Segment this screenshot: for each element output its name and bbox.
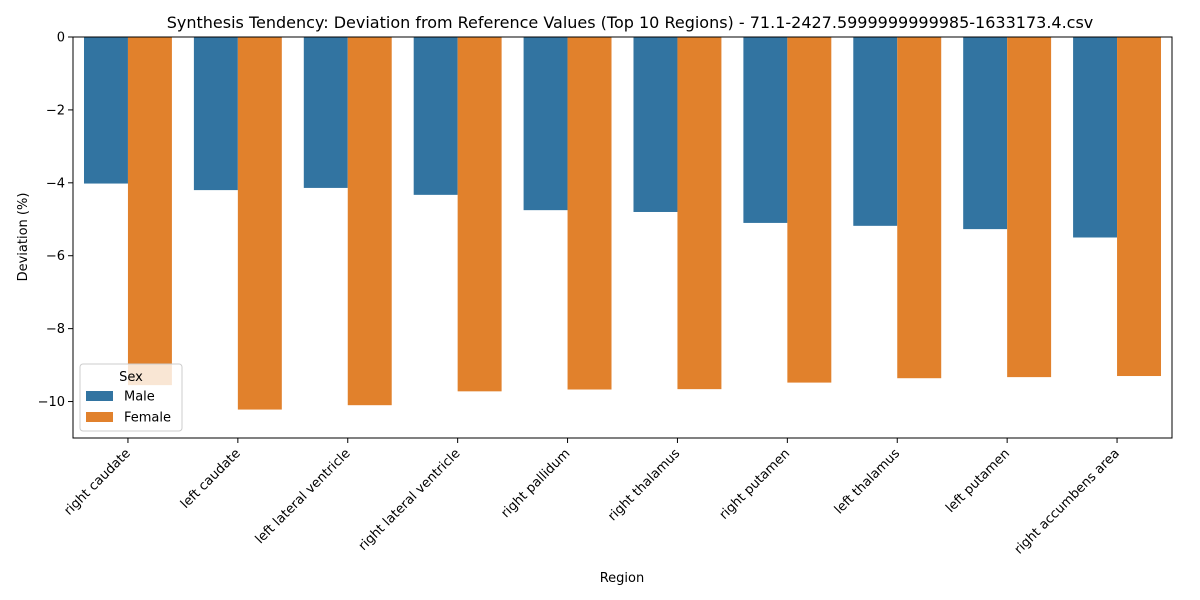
y-tick-label: 0 — [57, 31, 65, 46]
x-tick-label: right putamen — [717, 446, 793, 522]
bar-female-2 — [347, 37, 392, 406]
plot-frame — [72, 36, 1173, 439]
bar-female-6 — [787, 37, 832, 383]
bar-female-9 — [1117, 37, 1162, 377]
bar-male-4 — [523, 37, 568, 211]
bar-male-6 — [743, 37, 788, 223]
legend: Sex Male Female — [79, 363, 183, 432]
legend-swatch-male — [86, 391, 113, 401]
bar-male-3 — [413, 37, 458, 195]
x-tick-label: right thalamus — [605, 446, 683, 524]
bar-female-3 — [457, 37, 502, 392]
y-tick-label: −10 — [38, 395, 65, 410]
x-tick-label: left putamen — [943, 446, 1013, 516]
legend-title: Sex — [119, 370, 143, 385]
bar-female-4 — [567, 37, 612, 390]
bars-layer — [83, 37, 1162, 410]
bar-male-1 — [193, 37, 238, 191]
bar-female-1 — [237, 37, 282, 410]
bar-male-8 — [963, 37, 1008, 230]
x-tick-label: left caudate — [178, 446, 244, 512]
bar-male-9 — [1073, 37, 1118, 238]
legend-label-male: Male — [124, 390, 155, 405]
bar-male-7 — [853, 37, 898, 226]
x-tick-label: right lateral ventricle — [356, 446, 464, 554]
bar-female-5 — [677, 37, 722, 390]
bar-female-0 — [127, 37, 172, 386]
x-tick-label: left thalamus — [832, 446, 903, 517]
y-tick-label: −2 — [46, 103, 65, 118]
y-axis-label: Deviation (%) — [16, 193, 31, 282]
legend-swatch-female — [86, 412, 113, 422]
x-tick-label: right accumbens area — [1012, 446, 1123, 557]
bar-male-0 — [83, 37, 128, 184]
x-tick-label: left lateral ventricle — [253, 446, 354, 547]
x-tick-label: right pallidum — [499, 446, 574, 521]
chart-title: Synthesis Tendency: Deviation from Refer… — [167, 13, 1094, 32]
x-axis-label: Region — [600, 571, 645, 586]
bar-male-2 — [303, 37, 348, 188]
y-tick-label: −8 — [46, 322, 65, 337]
bar-female-7 — [897, 37, 942, 379]
bar-female-8 — [1007, 37, 1052, 378]
y-tick-label: −6 — [46, 249, 65, 264]
legend-label-female: Female — [124, 411, 171, 426]
bar-male-5 — [633, 37, 678, 212]
y-tick-label: −4 — [46, 176, 65, 191]
x-tick-label: right caudate — [61, 446, 133, 518]
